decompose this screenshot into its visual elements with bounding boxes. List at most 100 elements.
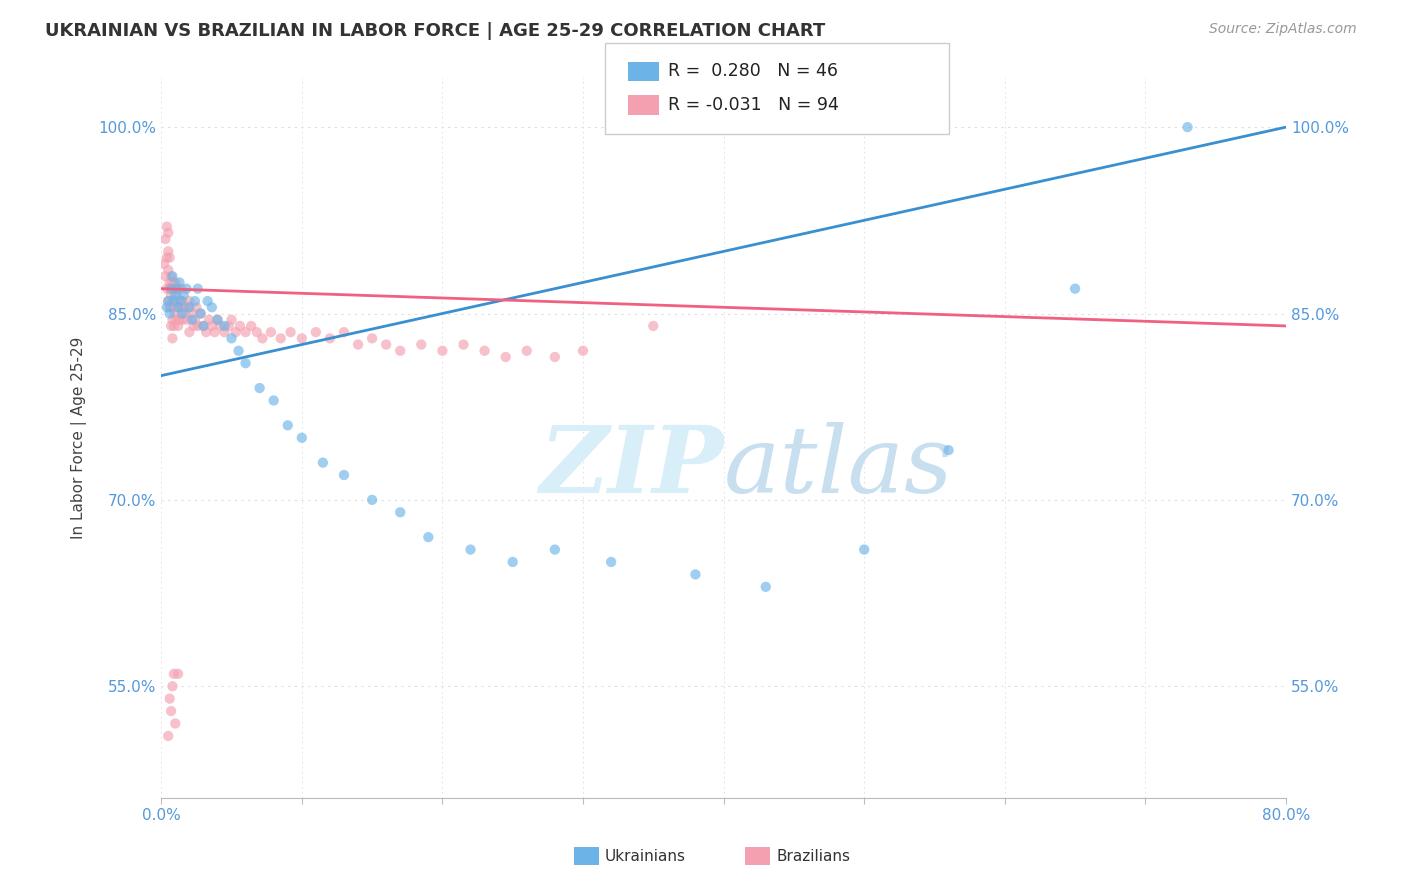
Point bbox=[156, 219, 179, 234]
Point bbox=[162, 269, 184, 284]
Point bbox=[160, 288, 183, 302]
Text: ZIP: ZIP bbox=[540, 422, 724, 512]
Point bbox=[159, 691, 181, 706]
Point bbox=[156, 282, 179, 296]
Point bbox=[495, 350, 517, 364]
Point bbox=[159, 282, 181, 296]
Point bbox=[169, 312, 191, 326]
Point bbox=[162, 276, 184, 290]
Point bbox=[270, 331, 292, 345]
Point bbox=[160, 300, 183, 314]
Point bbox=[179, 325, 201, 339]
Point bbox=[347, 337, 370, 351]
Point bbox=[333, 325, 356, 339]
Point bbox=[291, 431, 314, 445]
Point bbox=[502, 555, 524, 569]
Point bbox=[853, 542, 876, 557]
Point bbox=[170, 282, 193, 296]
Y-axis label: In Labor Force | Age 25-29: In Labor Force | Age 25-29 bbox=[72, 336, 87, 539]
Point bbox=[160, 318, 183, 333]
Point bbox=[184, 312, 207, 326]
Point bbox=[157, 294, 180, 309]
Point bbox=[198, 312, 221, 326]
Point bbox=[453, 337, 475, 351]
Point bbox=[156, 300, 179, 314]
Text: UKRAINIAN VS BRAZILIAN IN LABOR FORCE | AGE 25-29 CORRELATION CHART: UKRAINIAN VS BRAZILIAN IN LABOR FORCE | … bbox=[45, 22, 825, 40]
Point bbox=[159, 276, 181, 290]
Point bbox=[195, 325, 218, 339]
Point bbox=[209, 318, 232, 333]
Point bbox=[572, 343, 595, 358]
Point bbox=[163, 294, 186, 309]
Point bbox=[167, 318, 190, 333]
Point bbox=[162, 312, 184, 326]
Point bbox=[169, 276, 191, 290]
Point bbox=[167, 282, 190, 296]
Point bbox=[263, 393, 285, 408]
Point bbox=[166, 282, 188, 296]
Point bbox=[190, 306, 212, 320]
Point bbox=[186, 300, 208, 314]
Point bbox=[172, 306, 194, 320]
Point bbox=[155, 269, 177, 284]
Point bbox=[157, 729, 180, 743]
Point bbox=[312, 456, 335, 470]
Point bbox=[252, 331, 274, 345]
Point bbox=[167, 300, 190, 314]
Text: R = -0.031   N = 94: R = -0.031 N = 94 bbox=[668, 96, 839, 114]
Point bbox=[172, 294, 194, 309]
Point bbox=[165, 306, 187, 320]
Point bbox=[183, 318, 205, 333]
Point bbox=[235, 325, 257, 339]
Point bbox=[167, 666, 190, 681]
Point bbox=[685, 567, 707, 582]
Point bbox=[418, 530, 440, 544]
Point bbox=[193, 318, 215, 333]
Point bbox=[179, 300, 201, 314]
Point bbox=[305, 325, 328, 339]
Text: atlas: atlas bbox=[724, 422, 953, 512]
Point bbox=[166, 288, 188, 302]
Point bbox=[221, 331, 243, 345]
Point bbox=[169, 294, 191, 309]
Point bbox=[156, 251, 179, 265]
Point bbox=[170, 294, 193, 309]
Text: R =  0.280   N = 46: R = 0.280 N = 46 bbox=[668, 62, 838, 80]
Point bbox=[221, 312, 243, 326]
Point bbox=[411, 337, 433, 351]
Point bbox=[204, 325, 226, 339]
Point bbox=[162, 294, 184, 309]
Point bbox=[177, 300, 200, 314]
Point bbox=[516, 343, 538, 358]
Point bbox=[600, 555, 623, 569]
Point bbox=[165, 294, 187, 309]
Text: Source: ZipAtlas.com: Source: ZipAtlas.com bbox=[1209, 22, 1357, 37]
Point bbox=[544, 542, 567, 557]
Point bbox=[162, 679, 184, 693]
Point bbox=[643, 318, 665, 333]
Point bbox=[176, 312, 198, 326]
Point bbox=[184, 294, 207, 309]
Point bbox=[1064, 282, 1087, 296]
Point bbox=[155, 232, 177, 246]
Point bbox=[235, 356, 257, 370]
Point bbox=[207, 312, 229, 326]
Point bbox=[218, 318, 240, 333]
Point bbox=[280, 325, 302, 339]
Point bbox=[228, 343, 250, 358]
Point bbox=[938, 443, 960, 458]
Point bbox=[333, 468, 356, 483]
Point bbox=[389, 343, 412, 358]
Point bbox=[1177, 120, 1199, 135]
Point bbox=[432, 343, 454, 358]
Point bbox=[207, 312, 229, 326]
Point bbox=[165, 288, 187, 302]
Point bbox=[179, 294, 201, 309]
Point bbox=[246, 325, 269, 339]
Point bbox=[166, 312, 188, 326]
Point bbox=[174, 306, 197, 320]
Point bbox=[163, 282, 186, 296]
Point bbox=[172, 312, 194, 326]
Point bbox=[159, 306, 181, 320]
Text: Ukrainians: Ukrainians bbox=[605, 849, 686, 863]
